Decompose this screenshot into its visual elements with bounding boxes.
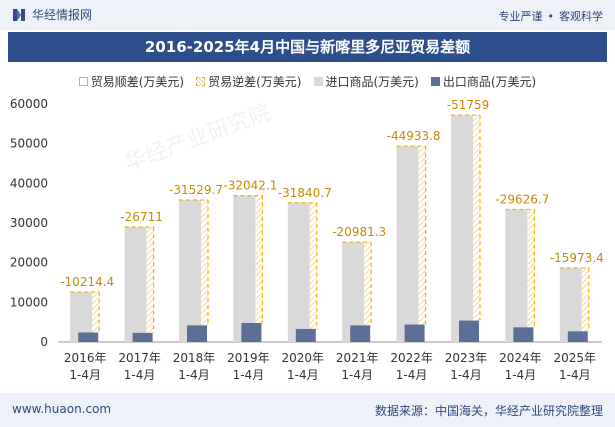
deficit-data-label: -31840.7	[278, 186, 332, 200]
import-swatch-icon	[313, 77, 323, 86]
export-bar	[404, 324, 425, 342]
export-bar	[78, 332, 99, 342]
brand-name: 华经情报网	[32, 8, 93, 22]
x-tick-label-year: 2021年	[336, 351, 379, 365]
slogan-left: 专业严谨	[498, 10, 543, 23]
deficit-bar	[309, 202, 317, 329]
export-bar	[295, 328, 316, 342]
legend-deficit-label: 贸易逆差(万美元)	[208, 75, 302, 89]
deficit-data-label: -15973.4	[550, 251, 604, 265]
legend-exports: 出口商品(万美元)	[430, 73, 537, 90]
x-tick-label-year: 2019年	[227, 351, 270, 365]
export-bar	[132, 332, 153, 342]
import-bar	[124, 226, 147, 342]
x-tick-label-year: 2017年	[118, 351, 161, 365]
y-tick-label: 50000	[10, 137, 48, 151]
import-bar	[287, 202, 310, 342]
deficit-data-label: -26711	[120, 210, 163, 224]
export-bar	[513, 327, 534, 342]
import-bar	[179, 199, 201, 342]
export-bar	[459, 320, 479, 342]
footer: www.huaon.com 数据来源：中国海关，华经产业研究院整理	[0, 393, 615, 427]
y-tick-label: 10000	[10, 295, 48, 309]
surplus-swatch-icon	[78, 77, 88, 86]
site-link[interactable]: www.huaon.com	[12, 402, 112, 416]
x-tick-label-period: 1-4月	[396, 368, 428, 382]
import-bar	[451, 115, 473, 343]
deficit-bar	[201, 199, 208, 326]
deficit-bar	[527, 209, 535, 328]
slogan-right: 客观科学	[559, 10, 603, 23]
x-tick-label-period: 1-4月	[178, 368, 210, 382]
y-tick-label: 60000	[10, 97, 48, 111]
deficit-data-label: -31529.7	[169, 183, 223, 197]
deficit-bar	[255, 195, 263, 323]
deficit-data-label: -10214.4	[60, 275, 114, 289]
x-tick-label-period: 1-4月	[69, 368, 101, 382]
legend-imports-label: 进口商品(万美元)	[325, 75, 419, 89]
legend-surplus-label: 贸易顺差(万美元)	[90, 75, 185, 89]
data-source: 数据来源：中国海关，华经产业研究院整理	[374, 404, 603, 418]
export-bar	[187, 325, 207, 342]
x-tick-label-period: 1-4月	[559, 368, 591, 382]
deficit-data-label: -20981.3	[332, 225, 386, 239]
x-tick-label-period: 1-4月	[287, 368, 319, 382]
top-bar: 华经情报网 专业严谨 • 客观科学	[0, 0, 615, 30]
deficit-data-label: -32042.1	[223, 179, 277, 193]
slogan: 专业严谨 • 客观科学	[499, 8, 604, 24]
x-tick-label-year: 2018年	[173, 351, 216, 365]
x-tick-label-period: 1-4月	[341, 368, 373, 382]
chart: 0 10000 20000 30000 40000 50000 60000 -10214.4…	[10, 97, 604, 382]
x-tick-label-year: 2016年	[64, 351, 107, 365]
legend-surplus: 贸易顺差(万美元)	[78, 73, 185, 90]
import-bar	[505, 209, 528, 342]
deficit-bar	[418, 146, 426, 325]
export-bar	[350, 325, 371, 342]
x-tick-label-year: 2022年	[390, 351, 433, 365]
export-swatch-icon	[430, 77, 440, 86]
import-bar	[559, 267, 582, 342]
x-tick-label-period: 1-4月	[233, 368, 265, 382]
x-tick-label-year: 2025年	[554, 351, 597, 365]
deficit-bar	[92, 292, 100, 333]
deficit-swatch-icon	[196, 77, 206, 86]
x-tick-label-period: 1-4月	[124, 368, 156, 382]
legend-deficit: 贸易逆差(万美元)	[196, 73, 302, 90]
y-tick-label: 30000	[10, 216, 48, 230]
import-bar	[396, 146, 419, 342]
deficit-data-label: -29626.7	[495, 193, 549, 207]
export-bar	[241, 322, 262, 342]
export-bar	[567, 331, 588, 342]
legend-exports-label: 出口商品(万美元)	[442, 75, 537, 89]
huajing-logo-icon	[13, 8, 25, 21]
brand: 华经情报网	[12, 6, 92, 23]
x-tick-label-year: 2023年	[445, 351, 488, 365]
y-tick-label: 20000	[10, 256, 48, 270]
import-bar	[342, 242, 365, 342]
deficit-data-label: -51759	[447, 98, 490, 112]
x-tick-label-year: 2020年	[282, 351, 325, 365]
deficit-data-label: -44933.8	[387, 129, 441, 143]
legend-imports: 进口商品(万美元)	[313, 73, 419, 90]
x-tick-label-period: 1-4月	[505, 368, 537, 382]
y-tick-label: 40000	[10, 176, 48, 190]
import-bar	[233, 195, 256, 342]
chart-title: 2016-2025年4月中国与新喀里多尼亚贸易差额	[8, 32, 607, 62]
x-tick-label-year: 2024年	[499, 351, 542, 365]
import-bar	[70, 292, 93, 342]
legend: 贸易顺差(万美元) 贸易逆差(万美元) 进口商品(万美元) 出口商品(万美元)	[0, 73, 615, 90]
deficit-bar	[364, 242, 372, 326]
x-tick-label-period: 1-4月	[450, 368, 482, 382]
y-tick-label: 0	[40, 335, 48, 349]
deficit-bar	[581, 267, 589, 332]
deficit-bar	[146, 226, 154, 333]
deficit-bar	[473, 115, 480, 321]
bullet-icon: •	[547, 10, 555, 23]
